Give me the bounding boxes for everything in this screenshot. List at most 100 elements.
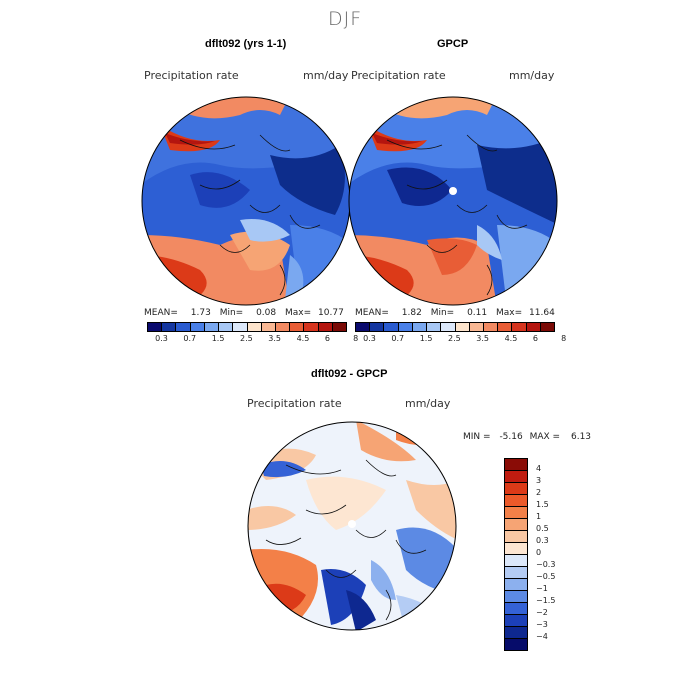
colorbar-tick-label: 0.3	[155, 334, 168, 343]
panel-1-mean-label: MEAN=	[144, 308, 178, 318]
panel-1-units: mm/day	[303, 69, 349, 82]
colorbar-swatch	[455, 323, 470, 331]
colorbar-swatch	[190, 323, 205, 331]
colorbar-swatch	[505, 591, 527, 603]
colorbar-swatch	[219, 323, 234, 331]
colorbar-tick-label: −3	[536, 620, 548, 629]
panel-3-colorbar	[504, 458, 528, 651]
colorbar-tick-label: 6	[324, 334, 330, 343]
panel-2-min-value: 0.11	[467, 308, 488, 318]
colorbar-swatch	[204, 323, 220, 331]
colorbar-swatch	[505, 507, 527, 519]
panel-1-title: dflt092 (yrs 1-1)	[205, 38, 287, 50]
panel-2-mean-label: MEAN=	[355, 308, 389, 318]
colorbar-swatch	[247, 323, 262, 331]
colorbar-swatch	[483, 323, 499, 331]
panel-3-stats: MIN = -5.16 MAX = 6.13	[463, 432, 591, 442]
colorbar-tick-label: 0.7	[391, 334, 405, 343]
colorbar-swatch	[370, 323, 385, 331]
panel-1-colorbar-ticks: 0.3 0.7 1.5 2.5 3.5 4.5 6 8	[147, 334, 358, 346]
colorbar-tick-label: 8	[353, 334, 359, 343]
colorbar-swatch	[148, 323, 163, 331]
panel-3-max-label: MAX =	[529, 432, 561, 442]
colorbar-tick-label: 2	[536, 488, 542, 497]
colorbar-tick-label: 0.3	[536, 536, 549, 545]
colorbar-swatch	[505, 519, 527, 531]
colorbar-swatch	[505, 483, 527, 495]
colorbar-swatch	[332, 323, 347, 331]
colorbar-swatch	[505, 495, 527, 507]
colorbar-tick-label: 3	[536, 476, 542, 485]
colorbar-tick-label: 6	[532, 334, 538, 343]
panel-2-units: mm/day	[509, 69, 555, 82]
colorbar-swatch	[505, 459, 527, 471]
colorbar-tick-label: 1	[536, 512, 542, 521]
colorbar-tick-label: −1	[536, 584, 548, 593]
panel-2-stats: MEAN= 1.82 Min= 0.11 Max= 11.64	[355, 308, 555, 318]
colorbar-swatch	[398, 323, 413, 331]
colorbar-swatch	[505, 543, 527, 555]
colorbar-tick-label: 2.5	[448, 334, 461, 343]
colorbar-swatch	[162, 323, 177, 331]
colorbar-swatch	[540, 323, 555, 331]
colorbar-swatch	[304, 323, 319, 331]
panel-1-min-value: 0.08	[256, 308, 277, 318]
colorbar-swatch	[356, 323, 371, 331]
figure-title: DJF	[328, 8, 363, 30]
colorbar-swatch	[505, 579, 527, 591]
panel-3-variable: Precipitation rate	[247, 397, 342, 410]
panel-3-max-value: 6.13	[570, 432, 592, 442]
colorbar-swatch	[412, 323, 428, 331]
colorbar-swatch	[261, 323, 276, 331]
colorbar-swatch	[290, 323, 305, 331]
panel-1-min-label: Min=	[219, 308, 244, 318]
colorbar-tick-label: 0.7	[183, 334, 197, 343]
panel-1-stats: MEAN= 1.73 Min= 0.08 Max= 10.77	[144, 308, 344, 318]
panel-3-min-label: MIN =	[463, 432, 491, 442]
panel-3-colorbar-ticks: 4 3 2 1.5 1 0.5 0.3 0 −0.3 −0.5 −1 −1.5 −2 −3 −4	[536, 458, 576, 658]
panel-1-variable: Precipitation rate	[144, 69, 239, 82]
colorbar-tick-label: 4	[536, 464, 542, 473]
panel-3-units: mm/day	[405, 397, 451, 410]
panel-1-colorbar	[147, 322, 347, 332]
colorbar-tick-label: 4.5	[504, 334, 518, 343]
colorbar-tick-label: 0.3	[363, 334, 376, 343]
panel-3-map	[247, 421, 457, 631]
colorbar-tick-label: 1.5	[536, 500, 549, 509]
panel-2-variable: Precipitation rate	[351, 69, 446, 82]
colorbar-swatch	[275, 323, 291, 331]
colorbar-tick-label: −0.3	[536, 560, 556, 569]
panel-2-colorbar-ticks: 0.3 0.7 1.5 2.5 3.5 4.5 6 8	[355, 334, 566, 346]
panel-2-max-label: Max=	[496, 308, 523, 318]
colorbar-swatch	[512, 323, 527, 331]
colorbar-swatch	[505, 567, 527, 579]
panel-3-title: dflt092 - GPCP	[311, 368, 388, 380]
colorbar-tick-label: 3.5	[476, 334, 490, 343]
colorbar-swatch	[233, 323, 248, 331]
colorbar-swatch	[498, 323, 513, 331]
colorbar-tick-label: −1.5	[536, 596, 556, 605]
panel-3-min-value: -5.16	[499, 432, 523, 442]
colorbar-tick-label: 0.5	[536, 524, 549, 533]
colorbar-swatch	[505, 627, 527, 639]
colorbar-swatch	[505, 603, 527, 615]
colorbar-swatch	[441, 323, 456, 331]
panel-1-max-label: Max=	[285, 308, 312, 318]
panel-2-min-label: Min=	[430, 308, 455, 318]
panel-2-max-value: 11.64	[529, 308, 555, 318]
colorbar-tick-label: 0	[536, 548, 542, 557]
panel-1-map	[141, 96, 351, 306]
colorbar-swatch	[526, 323, 541, 331]
colorbar-swatch	[469, 323, 484, 331]
panel-1-mean-value: 1.73	[190, 308, 211, 318]
colorbar-tick-label: 1.5	[211, 334, 225, 343]
colorbar-swatch	[384, 323, 399, 331]
colorbar-swatch	[505, 531, 527, 543]
colorbar-swatch	[505, 471, 527, 483]
colorbar-tick-label: 1.5	[419, 334, 433, 343]
colorbar-tick-label: −4	[536, 632, 548, 641]
colorbar-swatch	[505, 639, 527, 650]
colorbar-tick-label: 4.5	[296, 334, 310, 343]
panel-2-mean-value: 1.82	[401, 308, 422, 318]
panel-2-colorbar	[355, 322, 555, 332]
